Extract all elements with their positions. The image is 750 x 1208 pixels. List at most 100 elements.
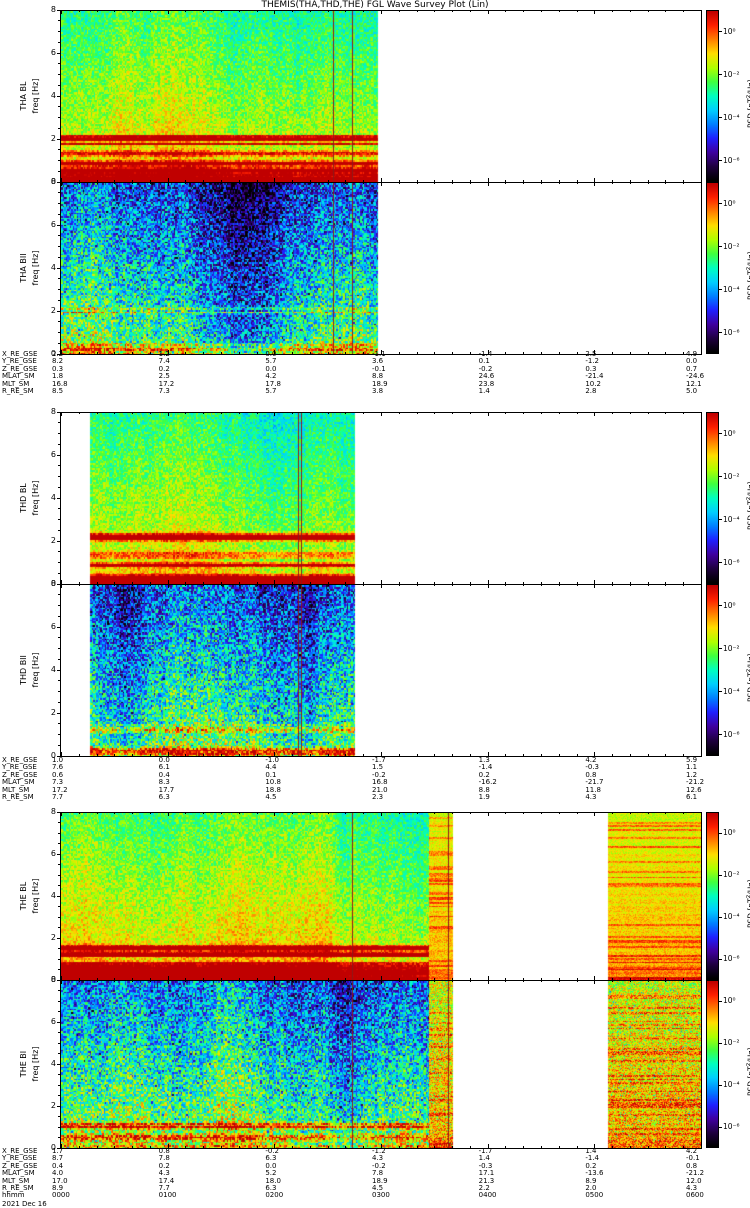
y-axis-tick-label: 4 xyxy=(50,1059,56,1068)
annotation-value: 0300 xyxy=(372,1191,390,1200)
y-axis-minor-tick xyxy=(58,342,60,344)
spectrogram-panel-tha-bl[interactable] xyxy=(60,10,702,183)
x-axis-tick xyxy=(256,980,258,982)
x-axis-tick xyxy=(612,754,614,756)
x-axis-tick xyxy=(398,10,400,12)
x-axis-tick xyxy=(469,352,471,354)
y-axis-minor-tick xyxy=(58,969,60,970)
annotation-value: 1.0 xyxy=(52,756,64,764)
x-axis-tick xyxy=(327,584,329,586)
x-axis-tick xyxy=(114,584,116,586)
x-axis-tick xyxy=(701,1144,702,1148)
annotation-value: 6.3 xyxy=(265,1154,277,1163)
annotation-value: 0100 xyxy=(158,1191,177,1200)
x-axis-tick xyxy=(523,812,525,814)
y-axis-minor-tick xyxy=(58,149,60,151)
x-axis-tick xyxy=(149,180,151,182)
spectrogram-panel-the-bi[interactable] xyxy=(60,980,702,1149)
y-axis-unit-label: freq [Hz] xyxy=(31,480,40,516)
x-axis-tick xyxy=(594,10,596,14)
x-axis-tick xyxy=(665,978,667,980)
x-axis-tick xyxy=(612,180,614,182)
annotation-row-label: Z_RE_GSE xyxy=(2,364,38,373)
y-axis-minor-tick xyxy=(58,203,60,204)
y-axis-tick-label: 2 xyxy=(50,306,56,315)
y-axis-tick xyxy=(57,626,61,628)
x-axis-tick xyxy=(149,182,151,184)
annotation-row: hhmm 0000 0100 0200 0300 0400 0500 0600 xyxy=(0,1191,750,1200)
y-axis-tick-label: 0 xyxy=(50,349,56,358)
spectrogram-panel-thd-bl[interactable] xyxy=(60,412,702,585)
x-axis-tick xyxy=(96,582,98,584)
y-axis-minor-tick xyxy=(58,1084,60,1086)
y-axis-label: THA BL xyxy=(19,11,28,181)
x-axis-tick xyxy=(78,978,80,980)
spectrogram-panel-tha-bii[interactable] xyxy=(60,182,702,355)
annotation-value: 8.7 xyxy=(52,1154,64,1163)
colorbar-tick-label: 10⁻⁶ xyxy=(723,557,740,567)
y-axis-minor-tick xyxy=(58,74,60,75)
x-axis-tick xyxy=(434,352,436,354)
annotation-value: 1.1 xyxy=(686,763,698,772)
y-axis-minor-tick xyxy=(58,1032,60,1033)
x-axis-tick xyxy=(292,182,294,184)
annotation-value: 0.8 xyxy=(585,770,597,779)
x-axis-tick xyxy=(398,582,400,584)
annotation-value: -0.2 xyxy=(478,364,493,373)
x-axis-tick xyxy=(274,580,276,584)
annotation-row: Z_RE_GSE 0.6 0.4 0.1 -0.2 0.2 0.8 1.2 xyxy=(0,770,750,779)
annotation-value: 17.4 xyxy=(158,1176,175,1185)
annotation-value: 8.8 xyxy=(478,785,490,794)
annotation-row-label: MLAT_SM xyxy=(2,1169,35,1178)
colorbar-axis-label: PSD [nT2/Hz] xyxy=(746,653,750,702)
x-axis-tick xyxy=(469,754,471,756)
spectrogram-panel-the-bl[interactable] xyxy=(60,812,702,981)
x-axis-tick xyxy=(363,182,365,184)
x-axis-tick xyxy=(505,412,507,414)
colorbar-tick-label: 10⁻² xyxy=(723,471,740,481)
spectrogram-panel-thd-bii[interactable] xyxy=(60,584,702,757)
annotation-value: 7.3 xyxy=(158,386,170,395)
y-axis-minor-tick xyxy=(58,648,60,649)
annotation-value: 24.6 xyxy=(478,372,495,381)
y-axis-tick-label: 0 xyxy=(50,975,56,984)
x-axis-tick xyxy=(309,754,311,756)
x-axis-tick xyxy=(309,352,311,354)
x-axis-tick xyxy=(345,582,347,584)
x-axis-tick xyxy=(256,582,258,584)
x-axis-tick xyxy=(523,10,525,12)
x-axis-tick xyxy=(523,180,525,182)
colorbar-tick-label: 10⁰ xyxy=(723,428,736,438)
x-axis-tick xyxy=(274,350,276,354)
colorbar-tick-label: 10⁰ xyxy=(723,26,736,36)
y-axis-minor-tick xyxy=(58,84,60,86)
x-axis-tick xyxy=(487,812,489,816)
x-axis-tick xyxy=(381,1144,382,1148)
x-axis-tick xyxy=(363,980,365,982)
x-axis-tick xyxy=(398,412,400,414)
y-axis-tick xyxy=(57,224,61,226)
x-axis-tick xyxy=(149,412,151,414)
x-axis-tick xyxy=(701,980,702,984)
colorbar-tick-label: 10⁰ xyxy=(723,996,736,1005)
x-axis-tick xyxy=(203,182,205,184)
x-axis-tick xyxy=(594,980,596,984)
x-axis-tick xyxy=(416,582,418,584)
x-axis-tick xyxy=(61,580,62,584)
annotation-value: 7.6 xyxy=(52,763,64,772)
x-axis-tick xyxy=(238,582,240,584)
x-axis-tick xyxy=(149,978,151,980)
x-axis-tick xyxy=(576,1146,578,1148)
y-axis-tick-label: 4 xyxy=(50,91,56,100)
x-axis-tick xyxy=(416,10,418,12)
x-axis-tick xyxy=(665,1146,667,1148)
x-axis-tick xyxy=(114,1146,116,1148)
x-axis-tick xyxy=(96,1146,98,1148)
y-axis-minor-tick xyxy=(58,299,60,301)
x-axis-tick xyxy=(541,812,542,814)
x-axis-tick xyxy=(363,10,365,12)
y-axis-minor-tick xyxy=(58,958,60,960)
x-axis-tick xyxy=(185,352,187,354)
x-axis-tick xyxy=(149,582,151,584)
annotation-row: MLT_SM 17.2 17.7 18.8 21.0 8.8 11.8 12.6 xyxy=(0,785,750,794)
